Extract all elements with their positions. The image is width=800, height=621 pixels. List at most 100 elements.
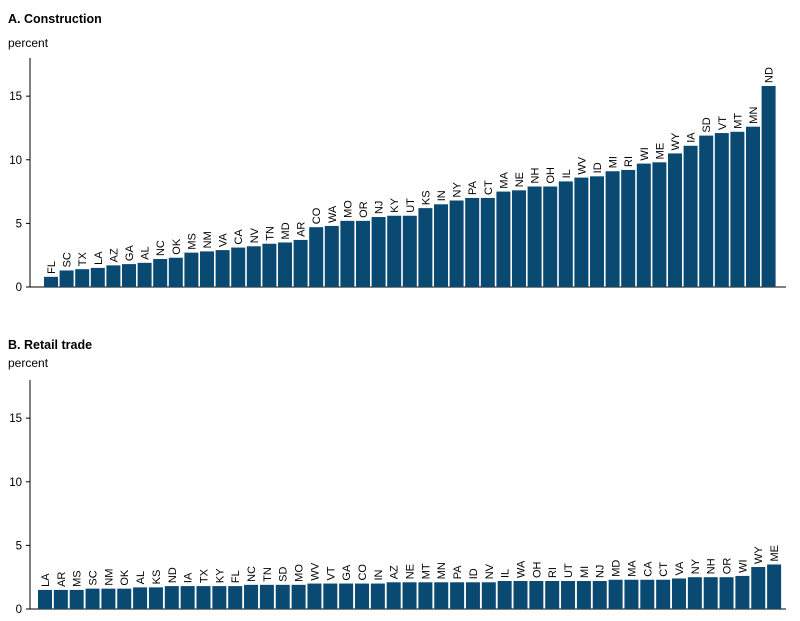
bar-ok: [168, 257, 183, 287]
category-label-wi: WI: [639, 147, 651, 160]
category-label-ky: KY: [214, 568, 226, 583]
category-label-nv: NV: [249, 227, 261, 243]
bar-ok: [117, 588, 132, 609]
bar-oh: [543, 186, 558, 287]
category-label-vt: VT: [717, 116, 729, 130]
y-tick-label: 0: [16, 282, 22, 294]
bar-pa: [465, 197, 480, 287]
category-label-ar: AR: [56, 572, 68, 587]
category-label-md: MD: [280, 222, 292, 239]
bar-ky: [387, 215, 402, 287]
category-label-wy: WY: [670, 132, 682, 150]
category-label-nd: ND: [764, 67, 776, 83]
bar-ut: [561, 581, 576, 609]
bar-ct: [480, 197, 495, 287]
category-label-pa: PA: [467, 180, 479, 195]
bar-ne: [402, 582, 417, 609]
category-label-pa: PA: [452, 565, 464, 580]
bar-id: [590, 176, 604, 287]
category-label-ri: RI: [623, 156, 635, 167]
category-label-ar: AR: [296, 222, 308, 237]
bar-wa: [513, 581, 528, 609]
category-label-wy: WY: [753, 546, 765, 564]
y-tick-label: 10: [9, 155, 22, 167]
bar-va: [672, 578, 686, 609]
bar-ks: [418, 208, 433, 287]
bar-tn: [259, 584, 274, 609]
bar-ca: [231, 247, 246, 287]
category-label-ca: CA: [233, 229, 245, 245]
bar-la: [90, 267, 105, 287]
bar-sd: [275, 584, 290, 609]
bar-mt: [730, 131, 745, 287]
category-label-ok: OK: [119, 569, 131, 586]
category-label-ga: GA: [341, 564, 353, 581]
bar-az: [386, 582, 401, 609]
category-label-tn: TN: [262, 567, 274, 582]
bar-mt: [418, 582, 433, 609]
category-label-ct: CT: [658, 562, 670, 577]
category-label-tx: TX: [77, 251, 89, 266]
category-label-fl: FL: [230, 570, 242, 583]
bar-al: [137, 262, 152, 287]
bar-pa: [450, 582, 465, 609]
bar-nv: [481, 582, 496, 609]
category-label-or: OR: [358, 201, 370, 218]
bar-ct: [656, 579, 671, 609]
bar-wy: [668, 153, 682, 287]
category-label-sc: SC: [88, 570, 100, 585]
bar-ar: [53, 589, 68, 609]
bar-tn: [262, 243, 277, 287]
bar-nh: [527, 186, 542, 287]
bar-la: [38, 589, 52, 609]
category-label-ky: KY: [389, 197, 401, 212]
bar-me: [767, 564, 782, 609]
category-label-ny: NY: [690, 558, 702, 574]
panel-a-construction-chart: 0 5 10 15 FL SC TX LA AZ GA AL NC OK MS NM VA CA NV TN MD AR…: [9, 58, 786, 294]
bar-ny: [449, 200, 464, 287]
bar-ma: [496, 191, 511, 287]
category-label-ga: GA: [124, 245, 136, 262]
bar-az: [106, 265, 121, 287]
category-label-al: AL: [135, 571, 147, 584]
category-label-mi: MI: [579, 566, 591, 578]
category-label-al: AL: [140, 246, 152, 259]
category-label-co: CO: [311, 207, 323, 224]
y-tick-label: 5: [16, 540, 22, 552]
bar-sc: [59, 270, 74, 287]
category-label-id: ID: [468, 568, 480, 579]
category-label-ia: IA: [686, 132, 698, 143]
bar-ma: [624, 579, 639, 609]
bar-mo: [291, 584, 306, 609]
bar-oh: [529, 581, 544, 609]
bar-ga: [339, 583, 354, 609]
bar-id: [465, 582, 480, 609]
category-label-az: AZ: [108, 248, 120, 262]
category-label-tn: TN: [264, 226, 276, 241]
bar-ia: [180, 586, 195, 609]
bar-wv: [307, 583, 322, 609]
category-label-ma: MA: [498, 171, 510, 188]
category-label-id: ID: [592, 162, 604, 173]
category-label-il: IL: [561, 169, 573, 178]
bar-ut: [402, 215, 417, 287]
category-label-ms: MS: [186, 233, 198, 250]
category-label-ne: NE: [405, 564, 417, 579]
category-label-nm: NM: [103, 569, 115, 586]
category-label-nc: NC: [155, 240, 167, 256]
category-label-ri: RI: [547, 567, 559, 578]
bar-nm: [101, 588, 116, 609]
category-label-sd: SD: [701, 117, 713, 132]
category-label-il: IL: [500, 569, 512, 578]
category-label-ks: KS: [420, 190, 432, 205]
bar-wv: [574, 177, 589, 287]
bar-ms: [69, 589, 84, 609]
bar-md: [608, 579, 623, 609]
panel-b-unit-label: percent: [8, 356, 49, 370]
y-tick-label: 15: [9, 91, 22, 103]
bar-nj: [371, 217, 386, 287]
category-label-nj: NJ: [595, 565, 607, 578]
category-label-ct: CT: [483, 180, 495, 195]
category-label-nc: NC: [246, 566, 258, 582]
